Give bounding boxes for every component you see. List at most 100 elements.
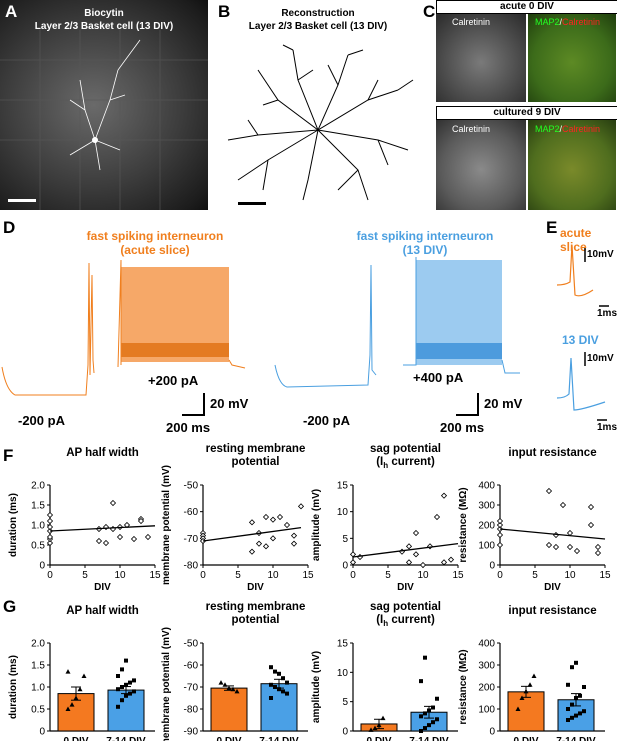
data-point <box>297 503 305 510</box>
data-point <box>269 516 277 523</box>
panel-e-bottom-scale-v: 10mV <box>587 353 614 364</box>
panel-c-row2-gray-label: Calretinin <box>452 124 491 134</box>
y-tick-label: 15 <box>337 481 349 492</box>
data-point <box>419 714 423 719</box>
data-point <box>120 698 124 703</box>
data-point <box>277 671 281 676</box>
data-point <box>132 689 136 694</box>
data-point <box>372 725 378 731</box>
data-point <box>218 680 224 685</box>
scale-bar-right <box>456 393 479 416</box>
data-point <box>376 722 382 728</box>
data-point <box>46 539 54 547</box>
x-tick-label: 5 <box>532 570 538 581</box>
y-tick-label: 1.5 <box>31 501 45 512</box>
data-point <box>102 539 110 547</box>
data-point <box>519 695 525 700</box>
data-point <box>527 682 533 687</box>
y-tick-label: 5 <box>342 697 348 708</box>
panel-g-letter: G <box>3 597 17 616</box>
scale-bar-left <box>182 393 205 416</box>
panel-e-bottom-scale-t: 1ms <box>597 422 617 433</box>
data-point <box>349 551 357 558</box>
charts-area: AP half width 0 0.5 1.0 1.5 2.0 duration (ms) 0… <box>8 443 611 741</box>
data-point <box>269 665 273 670</box>
data-point <box>570 702 574 707</box>
x-axis-label: DIV <box>94 582 111 593</box>
data-point <box>431 720 435 725</box>
panel-a-title-2: Layer 2/3 Basket cell (13 DIV) <box>34 21 174 32</box>
data-point <box>46 517 54 525</box>
data-point <box>423 655 427 660</box>
data-point <box>380 715 386 721</box>
chart-title: AP half width <box>66 447 139 459</box>
data-point <box>116 687 120 692</box>
x-tick-label: 7-14 DIV <box>556 736 596 741</box>
y-tick-label: 1.0 <box>31 521 45 532</box>
x-tick-label: 5 <box>385 570 391 581</box>
data-point <box>523 688 529 694</box>
data-point <box>269 535 277 542</box>
data-point <box>582 685 586 689</box>
panel-b-reconstruction <box>227 44 414 205</box>
data-point <box>427 723 431 728</box>
data-point <box>574 660 578 665</box>
data-point <box>349 559 357 566</box>
panel-b-letter: B <box>218 2 231 21</box>
panel-c-row1-color-label: MAP2/Calretinin <box>535 17 600 27</box>
panel-c-row2-color-label: MAP2/Calretinin <box>535 124 600 134</box>
panel-d-left-neg-label: -200 pA <box>18 413 65 428</box>
panel-d-traces <box>1 257 520 416</box>
chart-title-line1: resting membrane <box>206 443 306 455</box>
x-tick-label: 10 <box>564 570 576 581</box>
slash-label: / <box>559 17 563 27</box>
panel-c-row1-gray-label: Calretinin <box>452 17 491 27</box>
panel-d-right-title-2: (13 DIV) <box>402 243 448 257</box>
y-tick-label: 200 <box>478 683 495 694</box>
data-point <box>531 673 537 678</box>
data-point <box>285 680 289 685</box>
y-tick-label: 1.0 <box>31 683 45 694</box>
chart-title-line1: sag potential <box>370 601 441 613</box>
data-point <box>587 521 595 529</box>
trend-line <box>352 543 459 558</box>
y-tick-label: 10 <box>337 507 349 518</box>
chart-title-line1: sag potential <box>370 443 441 455</box>
data-point <box>582 709 586 714</box>
data-point <box>109 499 117 507</box>
panel-e-bottom-label: 13 DIV <box>562 333 599 347</box>
panel-d-right-pos-label: +400 pA <box>413 370 464 385</box>
data-point <box>578 693 582 698</box>
data-point <box>570 665 574 670</box>
y-tick-label: 300 <box>478 501 495 512</box>
data-point <box>496 541 504 549</box>
data-point <box>120 667 124 672</box>
panel-e-top-scale-t: 1ms <box>597 308 617 319</box>
data-point <box>276 513 284 521</box>
panel-c-row1-color <box>528 14 616 102</box>
panel-d-right-neg-label: -200 pA <box>303 413 350 428</box>
data-point <box>81 673 87 678</box>
data-point <box>496 521 504 529</box>
y-tick-label: 0.5 <box>31 541 45 552</box>
bar <box>210 687 248 732</box>
y-tick-label: 15 <box>337 639 349 650</box>
slash-label: / <box>559 124 563 134</box>
x-tick-label: 10 <box>267 570 279 581</box>
data-point <box>574 713 578 718</box>
y-tick-label: -50 <box>184 639 199 650</box>
y-tick-label: 1.5 <box>31 661 45 672</box>
data-point <box>269 696 273 700</box>
x-tick-label: 0 <box>200 570 206 581</box>
data-point <box>248 519 256 526</box>
x-tick-label: 0 DIV <box>513 736 538 741</box>
y-tick-label: -80 <box>184 561 199 572</box>
data-point <box>573 547 581 555</box>
data-point <box>269 682 273 687</box>
x-tick-label: 0 DIV <box>366 736 391 741</box>
chart-title: input resistance <box>508 605 596 617</box>
data-point <box>281 689 285 694</box>
y-axis-label: membrane potential (mV) <box>161 465 172 585</box>
data-point <box>552 543 560 551</box>
y-axis-label: resistance (MΩ) <box>458 649 469 724</box>
